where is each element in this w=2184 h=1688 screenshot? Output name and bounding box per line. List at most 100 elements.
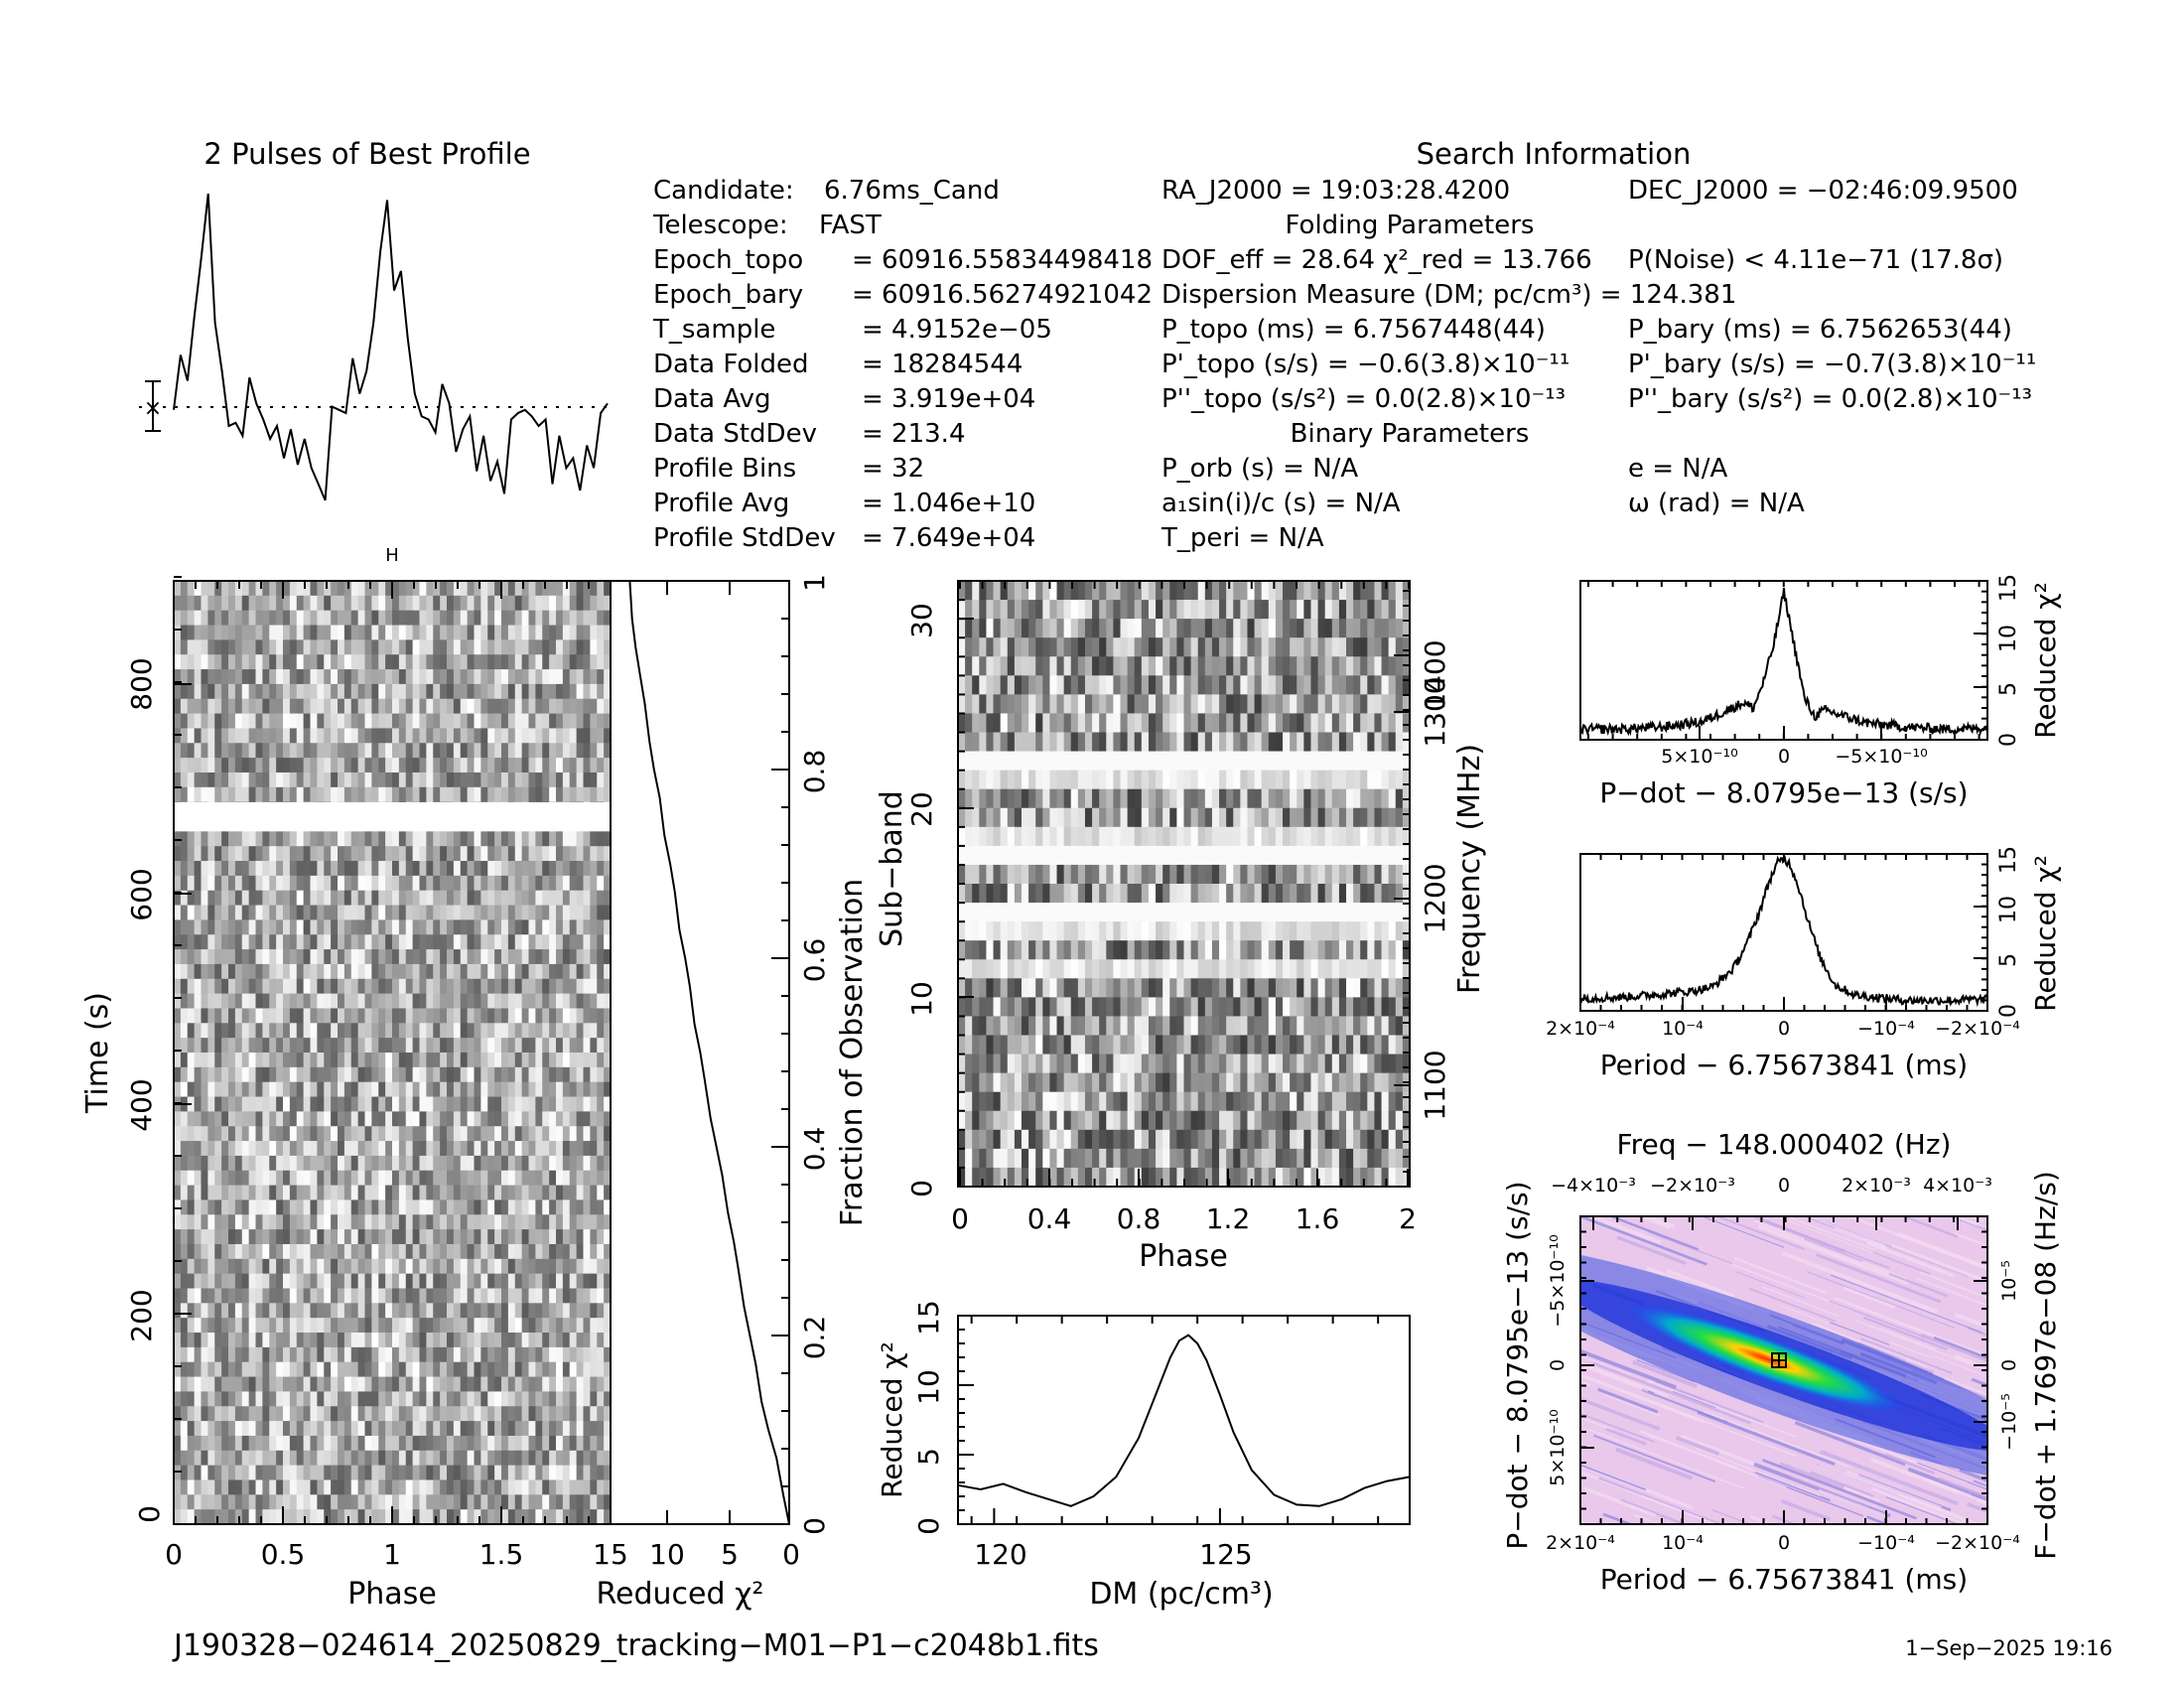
subband-cell	[1162, 656, 1170, 676]
time-phase-cell	[447, 1288, 455, 1304]
time-phase-cell	[453, 1155, 462, 1172]
time-phase-cell	[276, 1155, 284, 1172]
time-phase-cell	[480, 1185, 488, 1201]
time-phase-cell	[331, 1450, 339, 1467]
time-phase-cell	[460, 1214, 469, 1230]
subband-cell	[1092, 600, 1100, 620]
time-phase-cell	[487, 639, 495, 655]
subband-cell	[1367, 656, 1376, 676]
time-phase-cell	[207, 639, 215, 655]
subband-cell	[1395, 600, 1404, 620]
time-phase-cell	[262, 1479, 270, 1495]
time-phase-cell	[385, 816, 393, 832]
time-phase-cell	[324, 846, 332, 862]
time-phase-cell	[262, 905, 270, 920]
time-phase-cell	[597, 861, 605, 877]
time-phase-cell	[460, 1038, 469, 1054]
time-phase-cell	[310, 1081, 318, 1098]
time-phase-cell	[440, 1346, 448, 1363]
time-phase-cell	[331, 1435, 339, 1452]
time-phase-cell	[521, 1038, 530, 1054]
time-phase-cell	[474, 1096, 481, 1112]
time-phase-cell	[412, 1185, 421, 1201]
subband-cell	[1148, 694, 1157, 715]
subband-cell	[1346, 713, 1354, 734]
subband-cell	[1338, 732, 1347, 753]
time-phase-cell	[453, 1170, 462, 1187]
time-phase-cell	[385, 683, 393, 700]
time-phase-cell	[480, 581, 488, 597]
time-phase-cell	[289, 831, 298, 847]
cand-info-label-1: Telescope:	[652, 211, 788, 240]
subband-cell	[1240, 619, 1249, 638]
time-phase-cell	[419, 1111, 427, 1127]
time-phase-cell	[419, 1023, 427, 1039]
subband-cell	[1283, 637, 1291, 657]
time-phase-cell	[201, 1053, 208, 1068]
time-phase-cell	[180, 654, 189, 670]
time-phase-cell	[405, 846, 414, 862]
time-phase-cell	[480, 919, 488, 935]
subband-cell	[1388, 619, 1397, 638]
time-phase-cell	[487, 1273, 495, 1290]
time-phase-cell	[201, 1435, 208, 1452]
time-phase-cell	[583, 1376, 591, 1392]
time-phase-cell	[405, 1258, 414, 1275]
time-phase-cell	[228, 610, 236, 627]
time-phase-cell	[460, 1479, 469, 1495]
time-phase-cell	[331, 1214, 339, 1230]
time-phase-cell	[460, 654, 469, 670]
time-phase-cell	[303, 861, 312, 877]
time-phase-cell	[542, 846, 550, 862]
time-phase-cell	[412, 786, 421, 803]
time-phase-cell	[187, 934, 196, 950]
time-ytick-200: 200	[125, 1289, 158, 1341]
time-phase-cell	[317, 963, 325, 980]
phase-xtick-0: 0	[165, 1538, 183, 1571]
time-phase-cell	[385, 831, 393, 847]
subband-cell	[1381, 600, 1390, 620]
subband-cell	[1162, 732, 1170, 753]
time-phase-cell	[303, 1008, 312, 1024]
time-phase-cell	[201, 669, 208, 685]
time-phase-cell	[460, 595, 469, 612]
time-phase-cell	[194, 713, 203, 730]
subband-cell	[1141, 619, 1150, 638]
time-phase-cell	[501, 713, 509, 730]
time-phase-cell	[262, 1450, 270, 1467]
time-phase-cell	[494, 846, 502, 862]
subband-cell	[1197, 694, 1206, 715]
time-phase-cell	[187, 595, 196, 612]
time-phase-cell	[378, 1214, 386, 1230]
time-phase-cell	[453, 1494, 462, 1510]
time-phase-cell	[214, 772, 222, 788]
time-phase-cell	[604, 1053, 612, 1068]
time-phase-cell	[207, 1450, 215, 1467]
time-phase-cell	[480, 713, 488, 730]
time-phase-cell	[338, 1435, 345, 1452]
time-phase-cell	[453, 698, 462, 715]
subband-cell	[1190, 713, 1199, 734]
time-phase-cell	[426, 1229, 434, 1245]
subband-cell	[1197, 751, 1206, 772]
time-phase-cell	[474, 875, 481, 892]
time-phase-cell	[296, 949, 305, 965]
time-phase-cell	[187, 1023, 196, 1039]
time-phase-cell	[283, 1243, 291, 1260]
time-phase-cell	[310, 1494, 318, 1510]
time-phase-cell	[597, 831, 605, 847]
time-phase-cell	[440, 743, 448, 759]
time-phase-cell	[590, 786, 598, 803]
time-phase-cell	[542, 772, 550, 788]
time-phase-cell	[440, 831, 448, 847]
time-phase-cell	[514, 581, 523, 597]
time-phase-cell	[241, 993, 250, 1010]
time-phase-cell	[604, 1361, 612, 1378]
subband-cell	[1021, 656, 1029, 676]
time-phase-cell	[453, 905, 462, 920]
time-phase-cell	[296, 654, 305, 670]
time-phase-cell	[604, 595, 612, 612]
subband-cell	[1113, 637, 1122, 657]
time-phase-cell	[174, 1333, 182, 1348]
time-phase-cell	[583, 1288, 591, 1304]
